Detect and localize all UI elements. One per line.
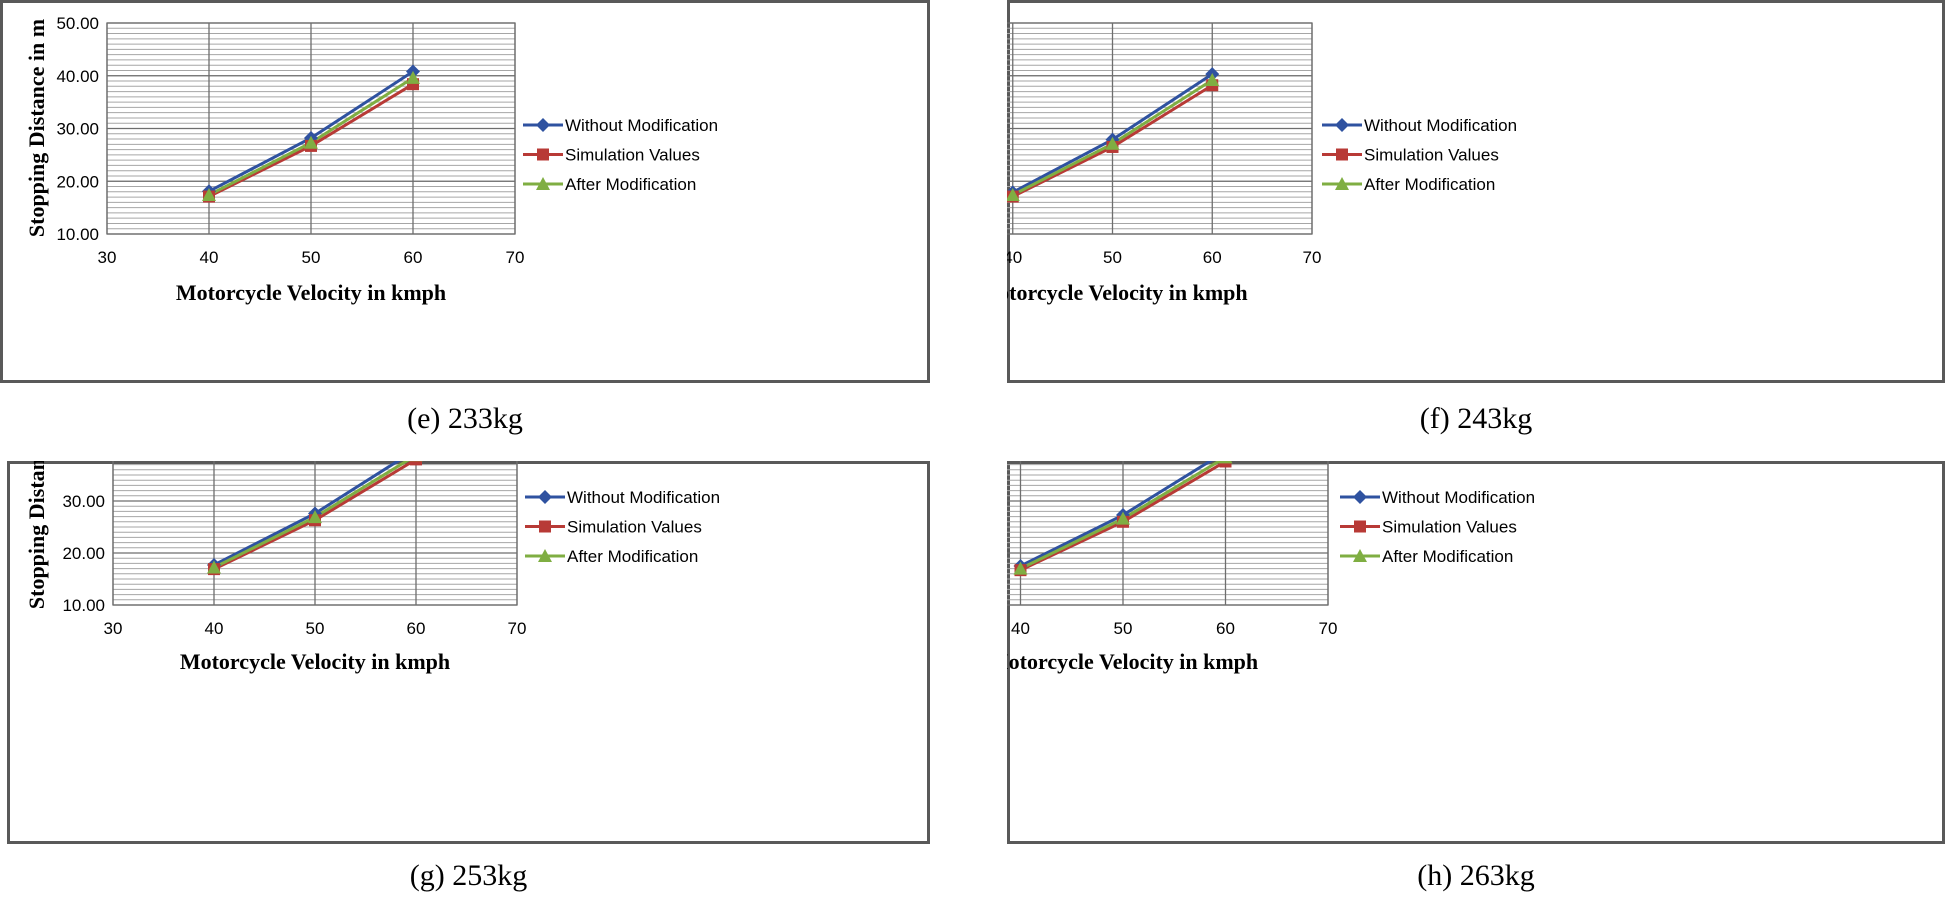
chart-f: 10.0020.0030.0040.0050.003040506070Motor… [1007, 22, 1517, 305]
legend-label: After Modification [567, 547, 698, 566]
x-axis-title: Motorcycle Velocity in kmph [1007, 649, 1258, 674]
chart-frame [7, 461, 930, 844]
data-point [1219, 461, 1232, 468]
x-tick-label: 70 [1303, 248, 1322, 267]
data-point [304, 135, 318, 149]
x-axis-title: Motorcycle Velocity in kmph [1007, 280, 1248, 305]
chart-g: 10.0020.0030.0040.0050.003040506070Motor… [24, 461, 720, 674]
x-tick-label: 50 [302, 248, 321, 267]
chart-panel-f: 10.0020.0030.0040.0050.003040506070Motor… [1007, 0, 1945, 440]
chart-panel-g: 10.0020.0030.0040.0050.003040506070Motor… [7, 461, 930, 899]
data-point [207, 560, 221, 574]
chart-caption: (e) 233kg [407, 402, 523, 435]
x-tick-label: 40 [1011, 619, 1030, 638]
x-tick-label: 70 [506, 248, 525, 267]
legend-marker [1335, 118, 1349, 132]
legend-marker [537, 148, 549, 161]
y-tick-label: 20.00 [56, 172, 99, 191]
x-tick-label: 60 [407, 619, 426, 638]
legend-label: Without Modification [565, 116, 718, 135]
plot-area-border [112, 461, 518, 606]
chart-caption: (g) 253kg [409, 859, 528, 892]
legend-label: Simulation Values [1364, 146, 1499, 165]
x-tick-label: 60 [404, 248, 423, 267]
legend-marker [536, 177, 550, 190]
chart-e: 10.00 20.00 30.00 40.00 50.00 30 40 50 60 70 Motor… [24, 14, 718, 305]
data-point [1116, 511, 1130, 525]
chart-panel-e: 10.00 20.00 30.00 40.00 50.00 30 40 50 60 70 Motor… [0, 0, 930, 440]
y-axis-title: Stopping Distance in m [24, 19, 49, 237]
data-point [1007, 187, 1020, 201]
legend-label: Simulation Values [567, 518, 702, 537]
y-tick-label: 20.00 [62, 544, 105, 563]
x-tick-label: 60 [1216, 619, 1235, 638]
x-tick-label: 40 [200, 248, 219, 267]
data-point [308, 510, 322, 524]
legend-marker [1354, 520, 1366, 533]
x-axis-title: Motorcycle Velocity in kmph [176, 280, 446, 305]
y-tick-label: 30.00 [56, 120, 99, 139]
chart-caption: (f) 243kg [1419, 402, 1533, 435]
legend-marker [539, 520, 551, 533]
x-tick-label: 50 [1114, 619, 1133, 638]
chart-frame [1007, 461, 1945, 844]
x-tick-label: 60 [1203, 248, 1222, 267]
y-tick-label: 50.00 [56, 14, 99, 33]
x-tick-label: 40 [1007, 248, 1022, 267]
y-tick-label: 10.00 [56, 225, 99, 244]
legend-marker [536, 118, 550, 132]
x-tick-label: 70 [1319, 619, 1338, 638]
x-tick-label: 70 [508, 619, 527, 638]
data-point [406, 70, 420, 84]
legend-label: Without Modification [567, 488, 720, 507]
plot-area-border [1007, 22, 1313, 235]
legend-marker [538, 490, 552, 504]
plot-area-border [1007, 461, 1329, 606]
legend-marker [1353, 549, 1367, 562]
x-tick-label: 40 [205, 619, 224, 638]
legend-label: Without Modification [1382, 488, 1535, 507]
data-point [410, 461, 422, 466]
x-tick-label: 30 [104, 619, 123, 638]
legend-label: After Modification [1364, 175, 1495, 194]
data-point [1013, 561, 1028, 575]
data-point [202, 187, 216, 201]
x-tick-label: 50 [306, 619, 325, 638]
y-tick-label: 40.00 [56, 67, 99, 86]
x-tick-label: 50 [1103, 248, 1122, 267]
y-tick-label: 10.00 [62, 596, 105, 615]
data-point [1205, 72, 1220, 86]
chart-caption: (h) 263kg [1417, 859, 1535, 892]
legend-label: After Modification [1382, 547, 1513, 566]
legend-marker [1335, 177, 1349, 190]
legend-label: Simulation Values [565, 146, 700, 165]
legend-marker [1336, 148, 1348, 161]
x-tick-label: 30 [98, 248, 117, 267]
data-point [1105, 136, 1120, 150]
x-axis-title: Motorcycle Velocity in kmph [180, 649, 450, 674]
legend-label: After Modification [565, 175, 696, 194]
legend-marker [1353, 490, 1367, 504]
legend-label: Simulation Values [1382, 518, 1517, 537]
data-point [1218, 461, 1233, 464]
legend-label: Without Modification [1364, 116, 1517, 135]
chart-panel-h: 10.0020.0030.0040.0050.003040506070Motor… [1007, 461, 1945, 899]
chart-h: 10.0020.0030.0040.0050.003040506070Motor… [1007, 461, 1535, 674]
plot-area-border [106, 22, 516, 235]
y-axis-title: Stopping Distance in m [24, 461, 49, 609]
y-tick-label: 30.00 [62, 492, 105, 511]
legend-marker [538, 549, 552, 562]
